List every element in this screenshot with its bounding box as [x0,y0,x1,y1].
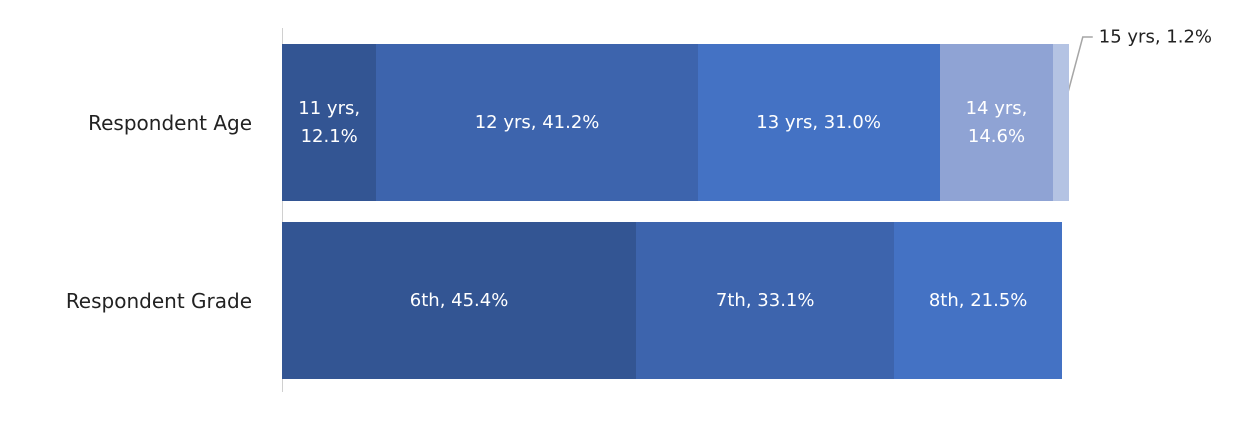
bar-segment: 11 yrs, 12.1% [282,44,377,201]
data-label: 14 yrs, 14.6% [965,97,1028,147]
category-axis [282,28,283,392]
data-label: 11 yrs, 12.1% [298,97,361,147]
category-label: Respondent Grade [65,288,252,313]
data-label: 15 yrs, 1.2% [1098,26,1212,48]
data-label: 13 yrs, 31.0% [756,111,881,133]
category-label: Respondent Age [88,110,252,135]
bar-segment: 13 yrs, 31.0% [697,44,940,201]
data-label: 7th, 33.1% [715,289,815,311]
bar-segment: 6th, 45.4% [282,222,637,379]
bar-segment: 14 yrs, 14.6% [939,44,1054,201]
bar-segment: 8th, 21.5% [894,222,1062,379]
bar-segment: 12 yrs, 41.2% [376,44,698,201]
data-label: 12 yrs, 41.2% [474,111,600,133]
data-label: 6th, 45.4% [409,289,509,311]
data-label: 8th, 21.5% [928,289,1028,311]
bar-segment: 7th, 33.1% [636,222,895,379]
bar-segment [1053,44,1070,201]
